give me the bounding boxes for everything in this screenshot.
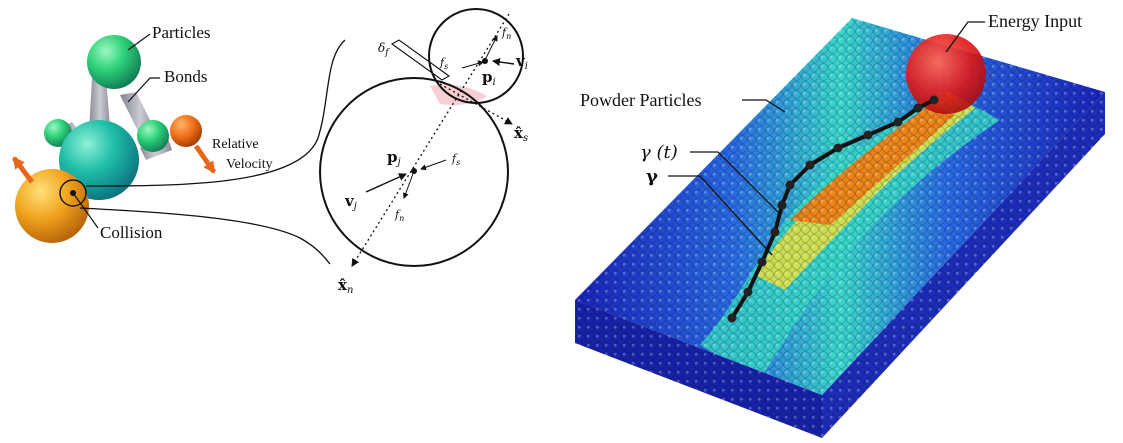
pi-point: [482, 58, 488, 64]
path-node: [770, 227, 780, 237]
gamma-t-label: γ (t): [640, 142, 678, 163]
path-node: [757, 257, 767, 267]
vi-label: vi: [515, 52, 528, 72]
particle-center-large: [59, 120, 139, 200]
relative-velocity-label-line1: Relative: [212, 137, 259, 152]
left-panel: Particles Bonds Relative Velocity Collis…: [12, 23, 346, 265]
powder-bed-panel: Energy Input Powder Particles γ (t) γ: [575, 11, 1105, 438]
path-node: [727, 313, 737, 323]
energy-input-label: Energy Input: [988, 11, 1082, 31]
powder-particles-label: Powder Particles: [580, 90, 701, 110]
bonds-leader: [127, 77, 160, 103]
gamma-t-leader: [690, 151, 779, 213]
gamma-label: γ: [646, 166, 658, 187]
delta-label: δf: [378, 41, 390, 58]
normal-axis: [351, 13, 510, 267]
fn-bottom-label: fn: [394, 208, 404, 223]
path-node: [929, 95, 939, 105]
xs-label: x̂s: [514, 124, 528, 144]
particle-right-small: [137, 120, 169, 152]
fn-arrow-top: [484, 35, 498, 61]
path-node: [777, 200, 787, 210]
zoom-connector-upper: [85, 39, 346, 187]
relative-velocity-label-line2: Velocity: [226, 157, 273, 172]
pi-label: pi: [482, 68, 496, 88]
energy-input-leader: [945, 21, 985, 53]
overlap-delta-box: [390, 39, 451, 81]
vj-label: vj: [344, 192, 357, 212]
particles-leader: [127, 33, 151, 51]
zoom-connector-lower: [79, 207, 331, 265]
contact-model-panel: δf fn fs vi pi x̂s pj fs vj fn x̂n: [319, 8, 528, 296]
particle-collision: [15, 169, 89, 243]
fn-arrow-bottom: [402, 170, 415, 199]
pj-label: pj: [387, 148, 401, 168]
xn-label: x̂n: [338, 276, 353, 296]
path-node: [833, 143, 843, 153]
collision-label: Collision: [100, 223, 163, 242]
relative-velocity-arrow: [193, 144, 217, 174]
gamma-path-nodes: [727, 95, 939, 323]
fs-arrow-top: [461, 60, 484, 69]
fn-top-label: fn: [501, 26, 511, 41]
collision-leader: [72, 192, 99, 229]
collision-contact-circle: [59, 179, 87, 207]
powder-particles-leader: [742, 99, 786, 113]
vj-arrow: [365, 173, 407, 193]
particle-j-circle: [319, 77, 509, 267]
path-node: [863, 130, 873, 140]
particles-label: Particles: [152, 23, 211, 42]
collision-velocity-arrow: [12, 156, 34, 184]
path-node: [913, 103, 923, 113]
path-node: [785, 180, 795, 190]
tangential-axis: [439, 83, 513, 125]
particle-relative-velocity: [170, 115, 202, 147]
fs-arrow-bottom: [420, 159, 447, 171]
particle-top: [87, 35, 141, 89]
path-node: [805, 160, 815, 170]
path-node: [893, 117, 903, 127]
fs-top-label: fs: [439, 56, 448, 71]
vi-arrow: [492, 58, 515, 66]
particle-i-circle: [428, 8, 524, 104]
fs-bottom-label: fs: [451, 152, 460, 167]
path-node: [743, 287, 753, 297]
gamma-leader: [668, 175, 773, 256]
bonds-label: Bonds: [164, 67, 207, 86]
energy-input-ball: [906, 34, 986, 114]
